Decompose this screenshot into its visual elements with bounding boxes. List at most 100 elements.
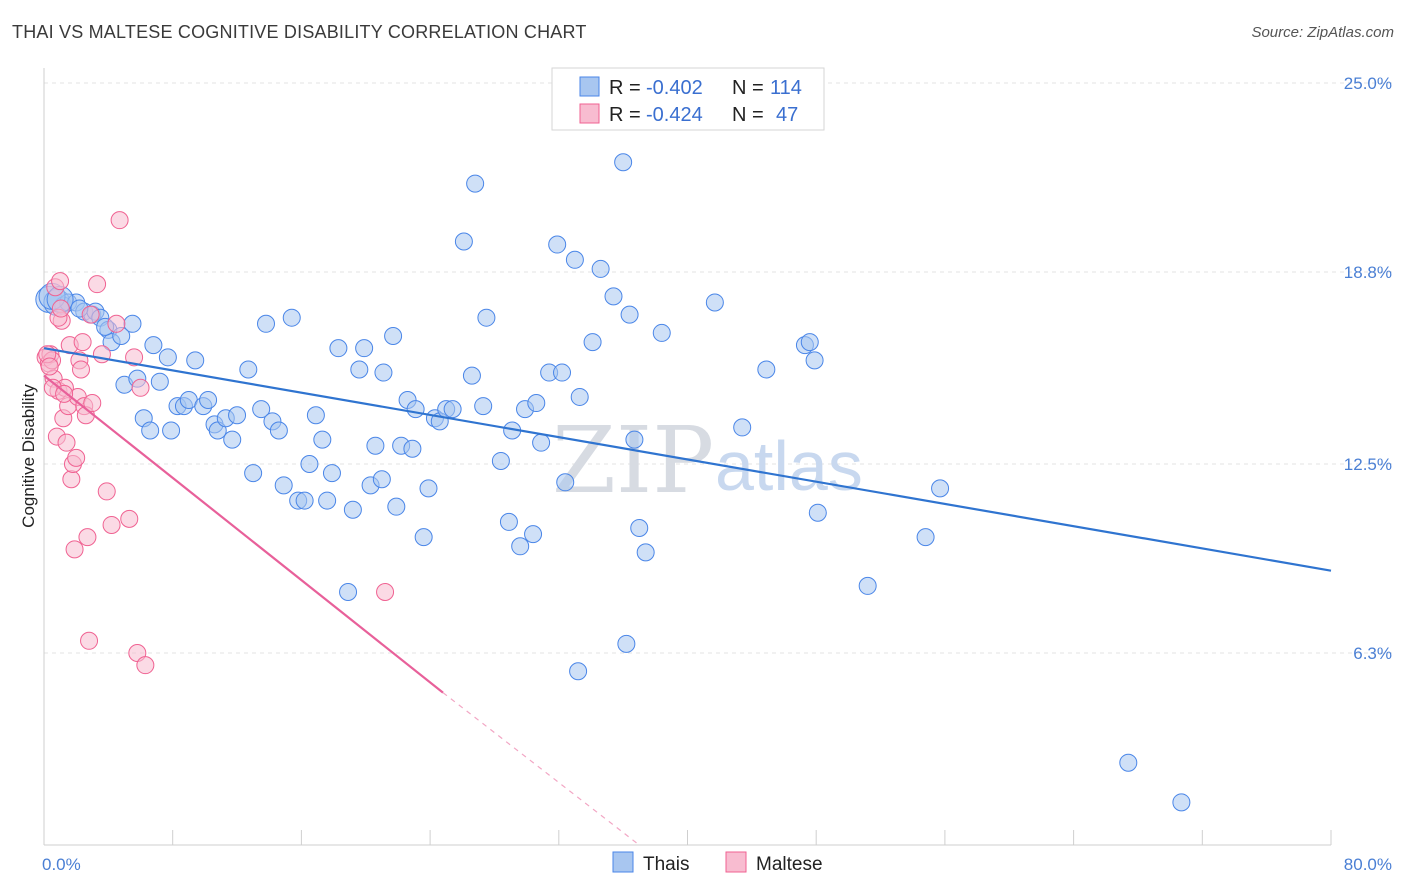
y-tick-label: 25.0% [1344, 74, 1392, 93]
thais-point [406, 400, 425, 419]
thais-point [570, 387, 589, 406]
thais-point [414, 528, 433, 547]
thais-point [244, 464, 263, 483]
maltese-point [102, 515, 121, 534]
thais-point [548, 235, 567, 254]
thais-point [625, 430, 644, 449]
maltese-point [97, 482, 116, 501]
maltese-trend-line [43, 374, 444, 694]
thais-point [511, 537, 530, 556]
thais-point [532, 433, 551, 452]
thais-point [800, 333, 819, 352]
x-tick-label: 80.0% [1344, 855, 1392, 874]
thais-point [355, 339, 374, 358]
maltese-point [120, 509, 139, 528]
thais-point [569, 662, 588, 681]
thais-point [269, 421, 288, 440]
maltese-point [131, 378, 150, 397]
bottom-legend-label-thais: Thais [643, 854, 689, 875]
maltese-point [40, 357, 59, 376]
maltese-point [107, 314, 126, 333]
thais-point [1119, 753, 1138, 772]
thais-point [652, 323, 671, 342]
thais-point [477, 308, 496, 327]
source-label: Source: ZipAtlas.com [1251, 24, 1394, 41]
thais-point [403, 439, 422, 458]
thais-point [350, 360, 369, 379]
legend-swatch-maltese [579, 103, 600, 124]
legend-r-label-maltese: R = [609, 104, 641, 126]
legend-swatch-thais [579, 76, 600, 97]
thais-point [141, 421, 160, 440]
thais-point [186, 351, 205, 370]
maltese-point [51, 299, 70, 318]
thais-point [524, 525, 543, 544]
thais-point [733, 418, 752, 437]
thais-point [556, 473, 575, 492]
maltese-points [36, 211, 395, 675]
thais-point [322, 464, 341, 483]
thais-point [454, 232, 473, 251]
maltese-point [55, 384, 74, 403]
thais-point [339, 583, 358, 602]
maltese-point [72, 360, 91, 379]
thais-point [620, 305, 639, 324]
bottom-legend-swatch-thais [612, 851, 634, 873]
thais-point [343, 500, 362, 519]
thais-point [150, 372, 169, 391]
x-tick-label: 0.0% [42, 855, 81, 874]
thais-trend-line [43, 347, 1332, 572]
maltese-point [73, 333, 92, 352]
thais-point [931, 479, 950, 498]
thais-point [387, 497, 406, 516]
y-tick-label: 12.5% [1344, 455, 1392, 474]
thais-point [462, 366, 481, 385]
maltese-point [80, 631, 99, 650]
legend-r-value-maltese: -0.424 [646, 104, 703, 126]
maltese-point [125, 348, 144, 367]
y-tick-label: 18.8% [1344, 263, 1392, 282]
legend-n-value-thais: 114 [770, 77, 802, 99]
bottom-legend-swatch-maltese [725, 851, 747, 873]
axes [43, 68, 1332, 846]
thais-point [705, 293, 724, 312]
thais-point [614, 153, 633, 172]
thais-point [466, 174, 485, 193]
watermark-atlas: atlas [715, 427, 863, 505]
thais-point [553, 363, 572, 382]
thais-point [252, 400, 271, 419]
thais-point [199, 390, 218, 409]
maltese-point [81, 305, 100, 324]
thais-point [474, 397, 493, 416]
thais-point [916, 528, 935, 547]
thais-point [636, 543, 655, 562]
thais-point [144, 336, 163, 355]
thais-point [491, 451, 510, 470]
thais-point [158, 348, 177, 367]
thais-point [228, 406, 247, 425]
thais-point [274, 476, 293, 495]
thais-point [374, 363, 393, 382]
chart-title: THAI VS MALTESE COGNITIVE DISABILITY COR… [12, 22, 587, 42]
legend-n-label-maltese: N = [732, 104, 764, 126]
maltese-point [110, 211, 129, 230]
thais-point [617, 634, 636, 653]
thais-point [162, 421, 181, 440]
legend-n-value-maltese: 47 [776, 104, 798, 126]
thais-point [223, 430, 242, 449]
tick-labels: 25.0% 18.8% 12.5% 6.3% 0.0% 80.0% [42, 74, 1392, 874]
thais-point [295, 491, 314, 510]
thais-point [565, 250, 584, 269]
thais-point [805, 351, 824, 370]
thais-point [808, 503, 827, 522]
maltese-point [62, 470, 81, 489]
thais-point [757, 360, 776, 379]
y-tick-label: 6.3% [1353, 644, 1392, 663]
legend-r-label-thais: R = [609, 77, 641, 99]
thais-point [123, 314, 142, 333]
bottom-legend-label-maltese: Maltese [756, 854, 823, 875]
thais-point [499, 512, 518, 531]
thais-point [583, 333, 602, 352]
legend-box: R = -0.402 N = 114 R = -0.424 N = 47 [551, 67, 825, 131]
maltese-point [65, 540, 84, 559]
